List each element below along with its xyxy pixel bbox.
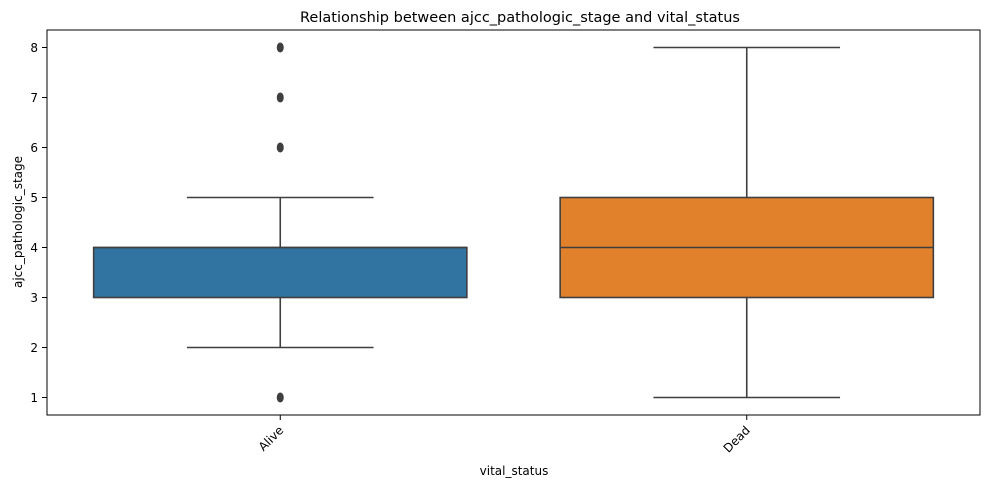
outlier-point xyxy=(276,142,284,153)
y-tick-label: 5 xyxy=(30,191,38,205)
box-alive xyxy=(92,246,468,299)
y-tick-label: 2 xyxy=(30,341,38,355)
x-tick-label-alive: Alive xyxy=(256,423,287,454)
y-tick-label: 1 xyxy=(30,391,38,405)
chart-title: Relationship between ajcc_pathologic_sta… xyxy=(300,10,740,26)
x-axis-label: vital_status xyxy=(480,464,549,478)
y-tick-label: 3 xyxy=(30,291,38,305)
y-axis-label: ajcc_pathologic_stage xyxy=(11,156,25,288)
y-tick-label: 8 xyxy=(30,41,38,55)
outlier-point xyxy=(276,92,284,103)
outlier-point xyxy=(276,42,284,53)
plot-area: 1 2 3 4 5 6 7 8 Alive Dead xyxy=(30,29,981,455)
y-tick-label: 4 xyxy=(30,241,38,255)
x-tick-label-dead: Dead xyxy=(721,423,753,455)
box-group-dead xyxy=(559,46,935,399)
box-group-alive xyxy=(92,42,468,403)
y-tick-label: 6 xyxy=(30,141,38,155)
plot-frame xyxy=(46,29,981,416)
y-tick-label: 7 xyxy=(30,91,38,105)
outlier-point xyxy=(276,392,284,403)
